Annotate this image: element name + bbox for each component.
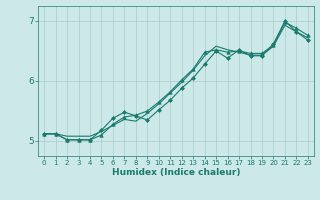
X-axis label: Humidex (Indice chaleur): Humidex (Indice chaleur) xyxy=(112,168,240,177)
